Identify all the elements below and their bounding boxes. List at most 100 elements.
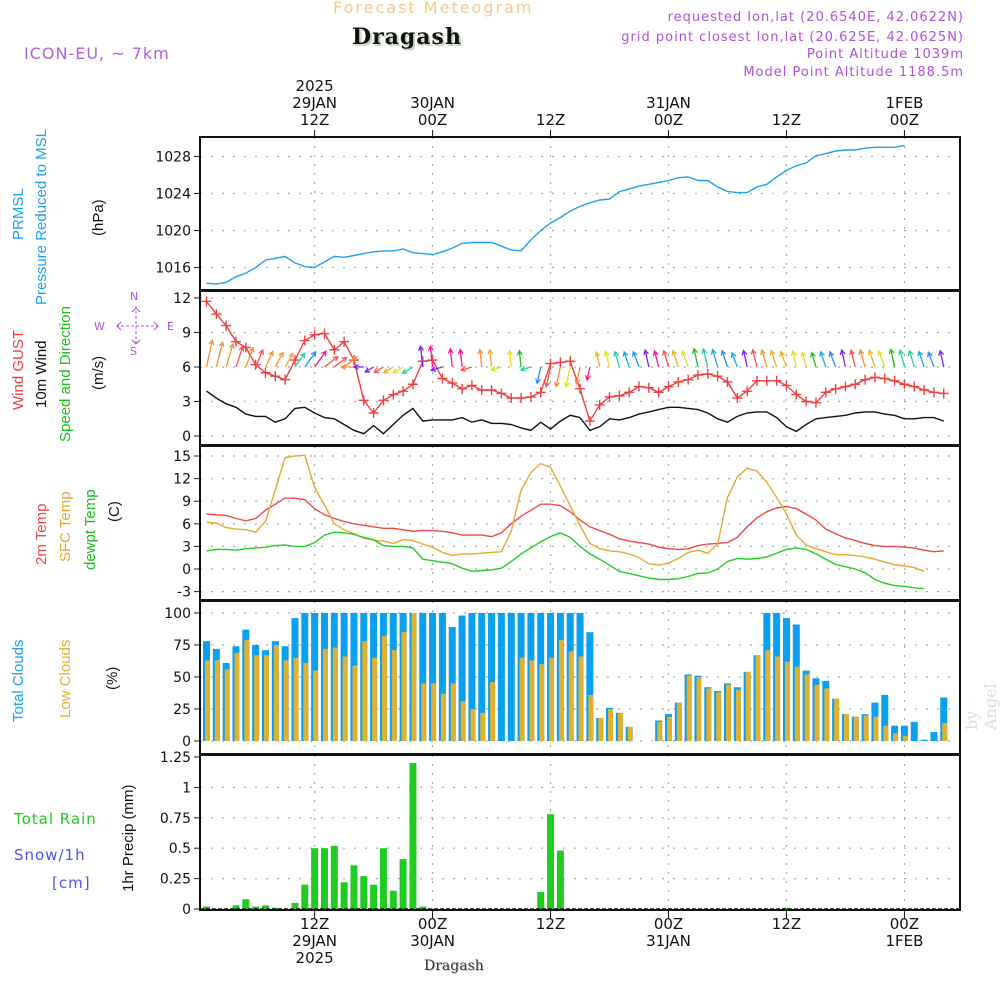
wind-arrow-head [506, 349, 513, 356]
requested-coords: requested lon,lat (20.6540E, 42.0622N) [667, 10, 964, 25]
wind-arrow-head [652, 349, 659, 357]
gust-marker [378, 395, 389, 406]
gust-marker [545, 358, 556, 369]
wind-arrow [383, 366, 394, 374]
gust-marker [869, 372, 880, 383]
watermark: by Angel [962, 683, 1000, 730]
wind-arrow [751, 349, 758, 368]
time-tick-label: 12Z [506, 112, 596, 129]
wind-arrow [731, 352, 738, 368]
gust-marker [270, 371, 281, 382]
wind-arrow [274, 352, 284, 368]
low-cloud-bar [627, 726, 633, 741]
rain-bar [291, 902, 299, 909]
wind-arrow-head [613, 350, 619, 357]
wind-arrow [520, 366, 532, 371]
wind-arrow [761, 349, 768, 368]
low-cloud-bar [539, 664, 545, 741]
gust-marker [614, 390, 625, 401]
wind-arrow [264, 351, 274, 368]
wind-arrow-head [701, 347, 708, 354]
gust-marker [250, 359, 261, 370]
wind-arrow-head [877, 349, 883, 356]
total-cloud-bar [910, 721, 918, 741]
low-cloud-bar [775, 656, 781, 741]
gust-marker [751, 375, 762, 386]
wind-arrow [604, 351, 611, 368]
gust-marker [634, 381, 645, 392]
low-cloud-bar [401, 632, 407, 741]
y-tick-label: 9 [182, 494, 191, 510]
low-cloud-bar [558, 639, 564, 741]
wind-arrow [672, 350, 679, 368]
wind-arrow-head [310, 350, 317, 357]
gust-marker [368, 408, 379, 418]
total-cloud-bar [419, 613, 427, 741]
y-tick-label: 9 [182, 326, 191, 342]
time-tick-label: 31JAN 00Z [624, 95, 714, 129]
wind-arrow-head [299, 352, 306, 359]
gust-marker [820, 387, 831, 398]
wind-arrow [215, 342, 224, 368]
total-cloud-bar [900, 725, 908, 741]
wind-arrow-head [622, 350, 629, 357]
wind-arrow-head [720, 349, 727, 356]
wind-arrow [742, 350, 748, 368]
y-tick-label: 0 [182, 734, 191, 750]
wind-arrow-head [810, 351, 816, 358]
wind-arrow-head [769, 349, 776, 356]
gust-marker [879, 373, 890, 384]
y-tick-label: 15 [173, 449, 191, 465]
rain-bar [556, 850, 564, 909]
time-tick-line: 12Z [771, 111, 802, 129]
wind-arrow [927, 352, 935, 368]
wind-arrow [225, 343, 234, 368]
gust-marker [201, 296, 212, 307]
y-tick-label: 12 [173, 472, 191, 488]
compass-s: S [130, 345, 137, 358]
low-cloud-bar [224, 669, 230, 741]
y-tick-label: 0.5 [169, 841, 191, 857]
low-cloud-bar [657, 721, 663, 741]
gust-marker [643, 382, 654, 393]
wind-arrow-head [477, 348, 484, 355]
wind-arrow [314, 350, 327, 368]
gust-marker [339, 336, 350, 347]
wind-arrow [711, 349, 719, 368]
wind-arrow-head [258, 348, 264, 356]
gust-marker [850, 379, 861, 390]
time-tick-line: 00Z [889, 111, 920, 129]
wind-arrow-head [401, 368, 408, 374]
time-tick-line: 2025 [295, 77, 334, 95]
gust-marker [624, 387, 635, 398]
low-cloud-bar [676, 702, 682, 741]
time-tick-line: 29JAN [292, 94, 337, 112]
gust-marker [525, 391, 536, 402]
low-cloud-bar [794, 666, 800, 741]
wind-arrow-head [849, 348, 855, 356]
wind-arrow-head [457, 348, 464, 355]
low-cloud-bar [883, 725, 889, 741]
low-cloud-bar [234, 652, 240, 741]
gust-marker [457, 383, 468, 394]
series-line-sfc-temp [206, 454, 925, 572]
gust-marker [437, 373, 448, 384]
wind-arrow-head [418, 344, 424, 352]
low-cloud-bar [824, 688, 830, 741]
wind-arrow-head [662, 349, 668, 356]
model-name: ICON-EU, ~ 7km [24, 44, 170, 63]
wind-arrow [536, 366, 542, 384]
time-tick-line: 00Z [889, 915, 920, 933]
rain-bar [242, 899, 250, 909]
rain-bar [301, 884, 309, 909]
wind-arrow-head [710, 348, 717, 355]
point-altitude: Point Altitude 1039m [806, 47, 964, 62]
low-cloud-bar [303, 662, 309, 741]
wind-arrow [653, 350, 660, 368]
wind-arrow-head [519, 365, 527, 372]
y-tick-label: 1 [182, 780, 191, 796]
wind-arrow-head [238, 345, 245, 352]
wind-arrow [545, 366, 552, 387]
wind-arrow-head [898, 348, 905, 356]
gust-marker [673, 376, 684, 387]
